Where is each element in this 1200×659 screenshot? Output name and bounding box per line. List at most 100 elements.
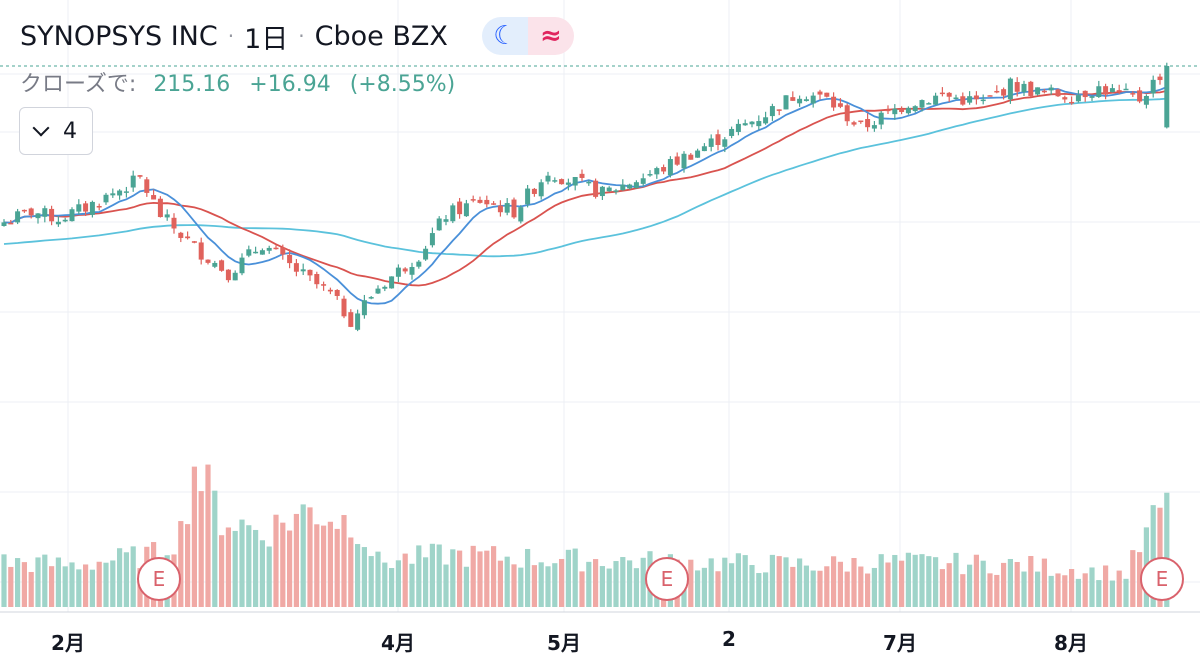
candle-body <box>865 119 871 128</box>
volume-bar <box>429 543 435 607</box>
volume-bar <box>239 519 245 607</box>
candle-body <box>491 203 497 205</box>
candle-body <box>219 260 225 271</box>
volume-bar <box>538 562 544 607</box>
candle-body <box>185 236 191 239</box>
candle-body <box>382 286 388 289</box>
candle-body <box>164 214 170 218</box>
candle-body <box>613 190 619 192</box>
candle-body <box>212 262 218 267</box>
volume-bar <box>457 550 463 607</box>
volume-bar <box>885 562 891 607</box>
volume-bar <box>327 521 333 607</box>
volume-bar <box>491 546 497 607</box>
volume-bar <box>436 544 442 607</box>
volume-bar <box>1103 565 1109 607</box>
volume-bar <box>130 546 136 607</box>
candle-body <box>511 199 517 218</box>
market-mode-toggle[interactable]: ☾ ≈ <box>481 17 574 55</box>
volume-bar <box>1130 550 1136 607</box>
candle-body <box>715 134 721 146</box>
volume-bar <box>1082 573 1088 607</box>
volume-bar <box>198 491 204 607</box>
ma-mid-line <box>3 90 1167 287</box>
candle-body <box>973 95 979 100</box>
volume-bar <box>463 566 469 607</box>
candle-body <box>817 91 823 95</box>
candle-body <box>1089 96 1095 98</box>
candle-body <box>239 257 245 274</box>
candle-body <box>1055 89 1061 97</box>
volume-bar <box>599 566 605 607</box>
volume-bar <box>443 564 449 607</box>
volume-bar <box>395 560 401 607</box>
candle-body <box>885 109 891 112</box>
candle-body <box>667 159 673 176</box>
candle-body <box>123 191 129 193</box>
volume-bar <box>497 560 503 607</box>
candle-body <box>824 92 830 97</box>
earnings-marker[interactable]: E <box>1140 557 1184 601</box>
candle-body <box>742 123 748 126</box>
candle-body <box>1130 93 1136 95</box>
volume-bar <box>851 558 857 607</box>
volume-bar <box>790 566 796 607</box>
volume-bar <box>926 556 932 607</box>
candle-body <box>35 213 41 219</box>
candle-body <box>497 205 503 213</box>
candle-body <box>348 312 354 327</box>
volume-bar <box>83 564 89 607</box>
candle-body <box>688 154 694 160</box>
volume-bar <box>817 570 823 607</box>
symbol-name[interactable]: SYNOPSYS INC <box>20 20 218 52</box>
candle-body <box>946 92 952 97</box>
volume-bar <box>361 547 367 607</box>
earnings-marker[interactable]: E <box>645 557 689 601</box>
volume-bar <box>110 560 116 607</box>
candle-body <box>538 182 544 197</box>
candle-body <box>178 232 184 238</box>
candle-body <box>171 217 177 229</box>
volume-bar <box>15 558 21 607</box>
x-tick-label: 8月 <box>1054 631 1088 655</box>
volume-bar <box>103 562 109 607</box>
candle-body <box>137 175 143 177</box>
candle-body <box>572 176 578 186</box>
candle-body <box>518 207 524 222</box>
candle-body <box>627 184 633 189</box>
candle-body <box>117 190 123 196</box>
volume-bar <box>776 556 782 607</box>
volume-bar <box>307 507 313 607</box>
volume-bar <box>613 561 619 607</box>
volume-bar <box>980 560 986 607</box>
earnings-marker[interactable]: E <box>137 557 181 601</box>
candle-body <box>783 95 789 110</box>
candle-body <box>1 222 7 226</box>
volume-bar <box>341 515 347 607</box>
candle-body <box>1041 90 1047 93</box>
interval-label[interactable]: 1日 <box>244 23 289 55</box>
moon-icon[interactable]: ☾ <box>481 17 528 55</box>
candle-body <box>504 203 510 213</box>
volume-bar <box>368 556 374 607</box>
candle-body <box>314 274 320 285</box>
wave-icon[interactable]: ≈ <box>527 17 574 55</box>
volume-bar <box>749 565 755 607</box>
candle-body <box>729 128 735 136</box>
volume-bar <box>375 551 381 607</box>
indicators-collapse-button[interactable]: 4 <box>19 107 93 155</box>
candle-body <box>647 174 653 176</box>
volume-bar <box>695 570 701 607</box>
volume-bar <box>865 573 871 607</box>
candle-body <box>341 298 347 317</box>
volume-bar <box>742 555 748 607</box>
candle-body <box>1157 76 1163 81</box>
candle-body <box>436 218 442 231</box>
candle-body <box>287 254 293 264</box>
candle-body <box>1103 86 1109 95</box>
candle-body <box>939 92 945 95</box>
candle-body <box>395 267 401 277</box>
volume-bar <box>123 552 129 607</box>
volume-bar <box>185 524 191 607</box>
